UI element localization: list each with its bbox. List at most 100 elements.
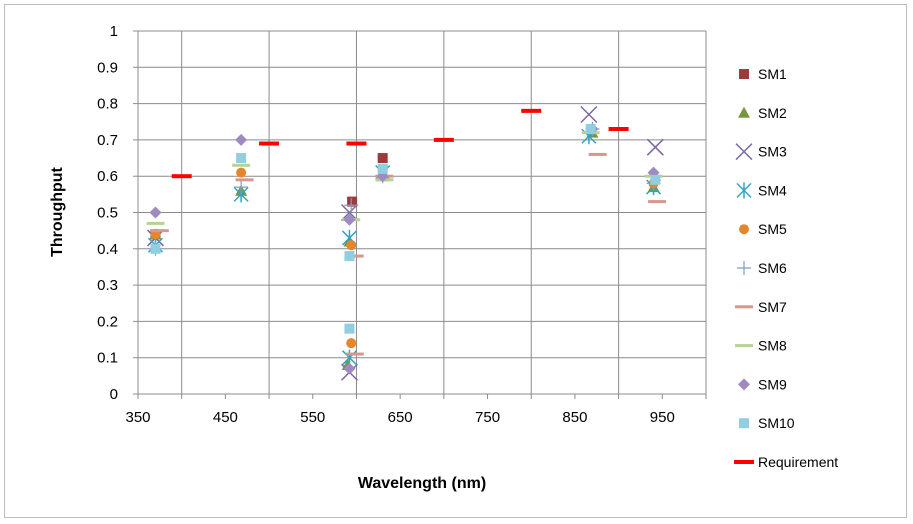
- y-tick-label: 0.6: [97, 168, 118, 185]
- requirement-marker: [346, 141, 367, 146]
- series-requirement: [171, 108, 629, 179]
- legend-marker: [735, 143, 753, 161]
- data-point: [150, 229, 169, 233]
- legend-label: SM8: [758, 338, 787, 354]
- y-tick-label: 0.8: [97, 96, 118, 113]
- x-tick-label: 450: [213, 409, 238, 426]
- data-point: [344, 198, 359, 213]
- data-point: [343, 362, 356, 375]
- legend-label: SM4: [758, 182, 787, 198]
- y-tick-label: 0.4: [97, 241, 118, 258]
- legend-entry: SM8: [735, 338, 787, 354]
- data-point: [232, 163, 251, 167]
- y-tick-labels: 0 0.1 0.2 0.3 0.4 0.5 0.6 0.7 0.8 0.9 1: [97, 23, 118, 403]
- legend-label: Requirement: [758, 454, 838, 470]
- legend-label: SM2: [758, 105, 787, 121]
- data-point: [234, 180, 249, 195]
- legend-label: SM6: [758, 260, 787, 276]
- legend-entry: SM7: [735, 299, 787, 315]
- data-point: [648, 200, 667, 204]
- x-tick-label: 650: [388, 409, 413, 426]
- legend-entry: SM5: [739, 221, 787, 237]
- axes: [133, 30, 707, 399]
- legend-label: SM1: [758, 66, 787, 82]
- legend-entry: SM9: [738, 376, 787, 392]
- series-sm7: [150, 152, 667, 356]
- data-point: [346, 338, 357, 349]
- legend-entry: SM10: [739, 415, 795, 431]
- legend-entry: SM1: [739, 66, 787, 82]
- y-tick-label: 0.3: [97, 277, 118, 294]
- data-point: [149, 206, 162, 219]
- x-axis-title: Wavelength (nm): [358, 475, 486, 492]
- legend-label: SM10: [758, 415, 795, 431]
- x-tick-label: 850: [562, 409, 587, 426]
- legend-marker: [739, 69, 749, 79]
- requirement-marker: [171, 174, 192, 179]
- x-tick-label: 950: [650, 409, 675, 426]
- legend-marker: [736, 182, 752, 199]
- data-point: [347, 196, 358, 207]
- data-point: [235, 133, 248, 146]
- y-tick-label: 0.7: [97, 132, 118, 149]
- x-tick-label: 550: [300, 409, 325, 426]
- series-sm8: [146, 131, 663, 225]
- legend-marker: [735, 305, 753, 309]
- y-tick-label: 0.9: [97, 59, 118, 76]
- y-tick-label: 1: [110, 23, 118, 40]
- legend-marker: [739, 224, 749, 235]
- legend-label: SM7: [758, 299, 787, 315]
- legend-marker: [734, 460, 754, 464]
- requirement-marker: [608, 127, 629, 132]
- data-point: [236, 153, 247, 164]
- data-point: [345, 254, 364, 258]
- legend-label: SM5: [758, 221, 787, 237]
- chart-frame: [4, 4, 907, 518]
- legend-entry: Requirement: [734, 454, 838, 470]
- data-point: [585, 124, 596, 135]
- data-point: [345, 352, 364, 356]
- legend-marker: [739, 418, 749, 429]
- data-point: [235, 178, 254, 182]
- x-tick-label: 350: [125, 409, 150, 426]
- legend-marker: [738, 378, 750, 391]
- series-sm2: [149, 126, 660, 370]
- data-point: [344, 323, 355, 334]
- data-point: [377, 163, 388, 174]
- series-sm10: [150, 124, 661, 334]
- data-point: [646, 138, 664, 156]
- y-tick-label: 0.2: [97, 313, 118, 330]
- data-point: [340, 203, 359, 222]
- data-point: [650, 174, 661, 185]
- legend-entry: SM6: [737, 260, 787, 276]
- legend-marker: [735, 344, 753, 348]
- requirement-marker: [433, 137, 454, 142]
- data-point: [377, 153, 388, 164]
- data-point: [150, 243, 161, 254]
- data-point: [343, 213, 356, 226]
- requirement-marker: [259, 141, 280, 146]
- legend-entry: SM3: [735, 143, 787, 161]
- data-point: [146, 221, 165, 225]
- series-sm4: [147, 128, 662, 366]
- y-tick-label: 0: [110, 386, 118, 403]
- y-tick-label: 0.1: [97, 350, 118, 367]
- data-point: [346, 240, 357, 251]
- x-tick-labels: 350 450 550 650 750 850 950: [125, 409, 674, 426]
- legend-entry: SM2: [738, 105, 787, 121]
- y-tick-label: 0.5: [97, 205, 118, 222]
- x-tick-label: 750: [475, 409, 500, 426]
- legend-label: SM9: [758, 376, 787, 392]
- data-point: [588, 152, 607, 156]
- requirement-marker: [521, 108, 542, 113]
- legend-marker: [737, 261, 751, 275]
- legend: SM1 SM2 SM3 SM4 SM5 SM6 SM7 SM8 SM9 SM10 Requireme…: [734, 66, 838, 470]
- data-point: [344, 251, 355, 262]
- data-points: [146, 105, 667, 381]
- data-point: [236, 167, 247, 178]
- series-sm3: [146, 105, 664, 381]
- legend-marker: [738, 106, 750, 118]
- legend-label: SM3: [758, 144, 787, 160]
- legend-entry: SM4: [736, 182, 787, 199]
